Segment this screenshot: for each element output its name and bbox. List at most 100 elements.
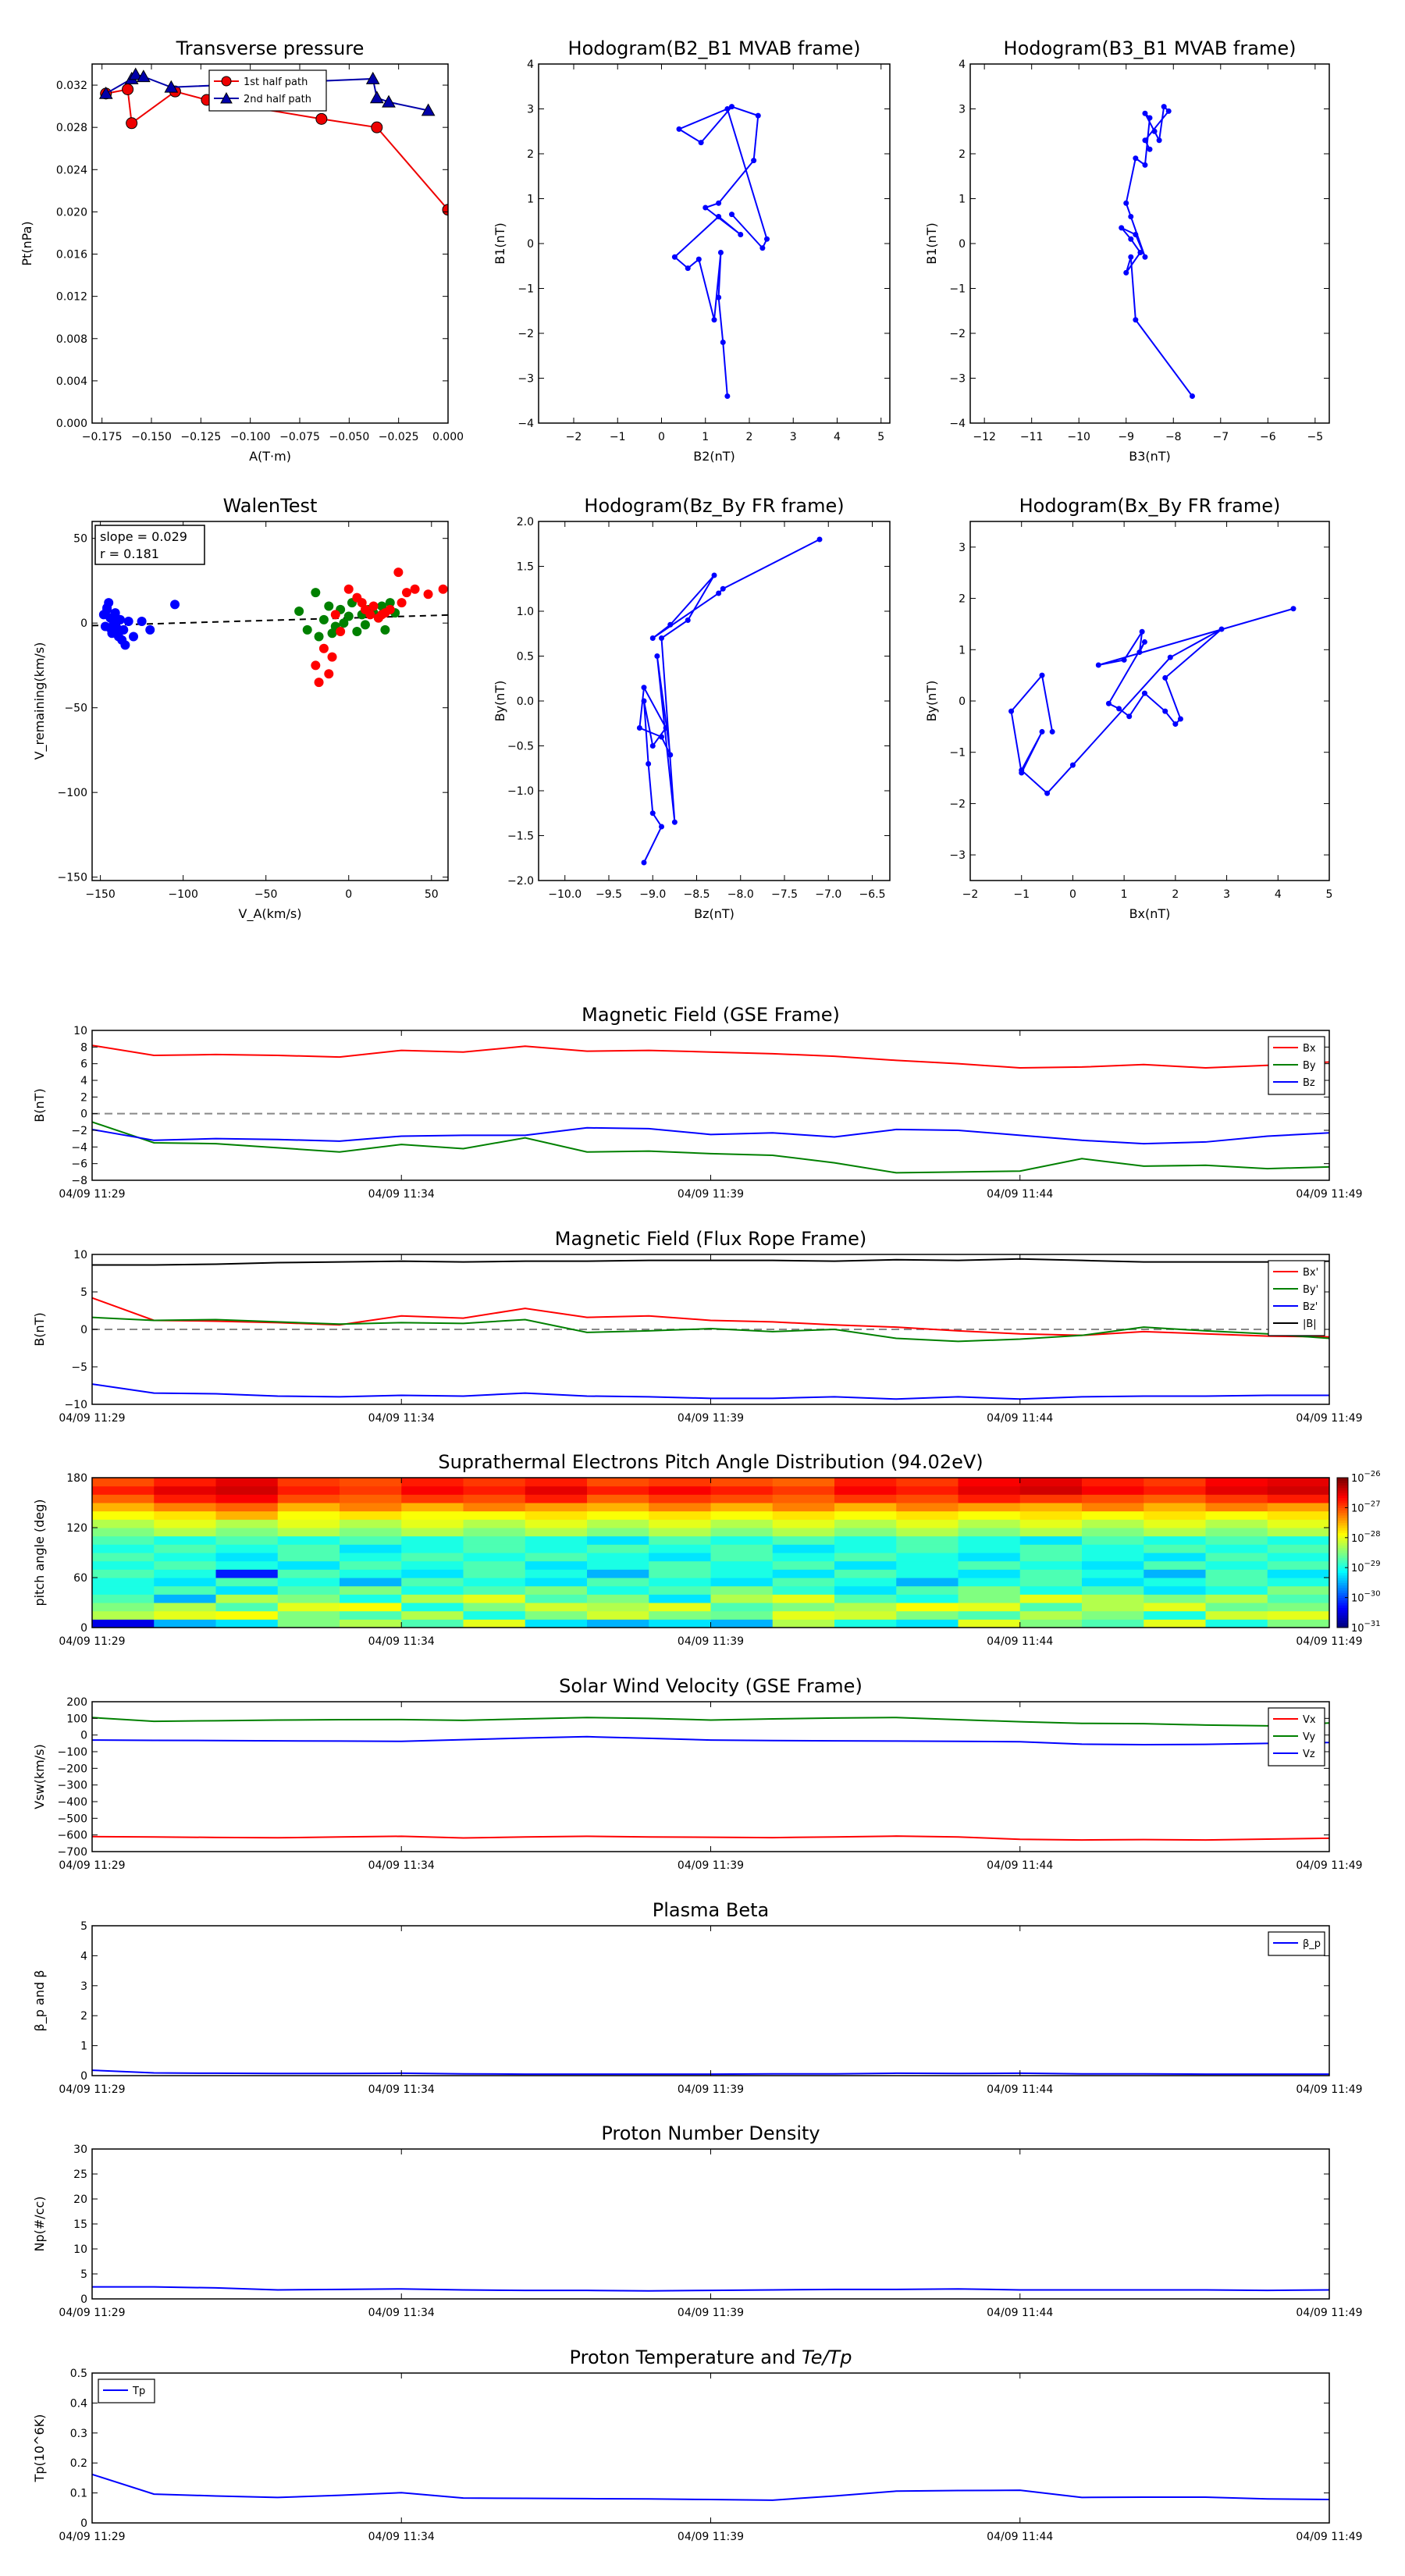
heatmap-cell [958, 1553, 1021, 1562]
y-tick-label: 0 [80, 2070, 87, 2083]
y-tick-label: −700 [58, 1846, 87, 1859]
data-point [1133, 317, 1139, 323]
heatmap-cell [772, 1594, 835, 1603]
scatter-point [120, 640, 130, 650]
heatmap-cell [401, 1494, 464, 1503]
heatmap-cell [525, 1528, 588, 1537]
y-tick-label: 0 [80, 2293, 87, 2306]
data-point [702, 205, 709, 211]
y-tick-label: 0.020 [56, 206, 87, 219]
heatmap-cell [587, 1560, 649, 1570]
heatmap-cell [92, 1528, 155, 1537]
heatmap-cell [587, 1519, 649, 1528]
heatmap-cell [154, 1528, 216, 1537]
heatmap-cell [215, 1544, 279, 1553]
heatmap-cell [463, 1478, 526, 1487]
x-tick-label: 04/09 11:44 [987, 2307, 1053, 2319]
heatmap-cell [154, 1610, 216, 1620]
data-point [1161, 104, 1167, 110]
heatmap-cell [340, 1478, 402, 1487]
data-point [654, 653, 660, 659]
heatmap-cell [958, 1610, 1021, 1620]
heatmap-cell [1144, 1585, 1206, 1595]
data-point [1177, 716, 1183, 722]
heatmap-cell [154, 1553, 216, 1562]
heatmap-cell [92, 1519, 155, 1528]
colorbar-step [1337, 1582, 1348, 1586]
heatmap-cell [1019, 1619, 1083, 1628]
colorbar-step [1337, 1512, 1348, 1516]
x-tick-label: −0.050 [329, 431, 369, 443]
heatmap-cell [834, 1503, 897, 1512]
y-tick-label: −4 [949, 418, 966, 430]
heatmap-cell [587, 1535, 649, 1545]
colorbar-step [1337, 1560, 1348, 1564]
data-point [1105, 700, 1112, 706]
colorbar-step [1337, 1520, 1348, 1524]
data-point [1121, 656, 1127, 663]
x-tick-label: 04/09 11:44 [987, 1859, 1053, 1872]
data-point [1133, 232, 1139, 237]
y-tick-label: −50 [64, 703, 87, 715]
data-point [1141, 639, 1147, 645]
annotation-box: slope = 0.029 r = 0.181 [94, 525, 205, 565]
data-point [641, 859, 647, 866]
heatmap-cell [587, 1478, 649, 1487]
data-point [816, 536, 823, 543]
heatmap-cell [1144, 1578, 1206, 1587]
y-tick-label: 8 [80, 1041, 87, 1054]
heatmap-cell [401, 1610, 464, 1620]
x-tick-label: −10.0 [548, 888, 582, 901]
heatmap-cell [1205, 1619, 1268, 1628]
x-tick-label: 3 [790, 431, 797, 443]
heatmap-cell [834, 1494, 897, 1503]
legend-marker [221, 76, 232, 87]
heatmap-cell [834, 1594, 897, 1603]
data-point [676, 126, 682, 132]
heatmap-cell [649, 1585, 711, 1595]
data-point [659, 824, 664, 830]
y-tick-label: −2 [949, 798, 966, 810]
legend-label: |B| [1303, 1318, 1317, 1330]
x-tick-label: 50 [425, 888, 439, 901]
scatter-point [385, 598, 395, 608]
heatmap-cell [1019, 1560, 1083, 1570]
heatmap-cell [834, 1519, 897, 1528]
legend: Tp [98, 2379, 155, 2403]
x-tick-label: −0.025 [379, 431, 419, 443]
heatmap-cell [958, 1494, 1021, 1503]
y-axis-label: Pt(nPa) [20, 221, 34, 265]
heatmap-cell [92, 1494, 155, 1503]
x-tick-label: 04/09 11:49 [1296, 1859, 1362, 1872]
x-tick-label: 04/09 11:34 [368, 2307, 435, 2319]
y-axis-label: B(nT) [32, 1312, 47, 1346]
heatmap-cell [1144, 1519, 1206, 1528]
heatmap-cell [92, 1560, 155, 1570]
chart-title: Magnetic Field (GSE Frame) [582, 1004, 840, 1026]
heatmap-cell [463, 1610, 526, 1620]
chart-tp: 04/09 11:29 04/09 11:34 04/09 11:39 04/09 1… [32, 2347, 1363, 2543]
colorbar-step [1337, 1620, 1348, 1624]
y-tick-label: −1 [949, 747, 966, 760]
y-tick-label: 4 [527, 59, 534, 71]
chart-title: Plasma Beta [653, 1899, 769, 1921]
y-axis-label: β_p and β [32, 1970, 48, 2032]
y-axis-label: B(nT) [32, 1088, 47, 1122]
x-tick-label: 04/09 11:49 [1296, 2307, 1362, 2319]
heatmap-cell [896, 1535, 959, 1545]
heatmap-cell [1267, 1569, 1329, 1578]
chart-title: Transverse pressure [176, 37, 365, 59]
x-tick-label: 04/09 11:44 [987, 2531, 1053, 2543]
y-tick-label: −2.0 [507, 875, 534, 888]
heatmap-cell [92, 1619, 155, 1628]
heatmap-cell [277, 1503, 340, 1512]
heatmap-cell [277, 1535, 340, 1545]
heatmap-cell [277, 1519, 340, 1528]
heatmap-cell [525, 1585, 588, 1595]
heatmap-cell [896, 1553, 959, 1562]
heatmap-cell [1019, 1503, 1083, 1512]
heatmap-cell [1082, 1528, 1144, 1537]
plot-area [92, 2149, 1329, 2299]
x-tick-label: 04/09 11:49 [1296, 2083, 1362, 2096]
scatter-point [137, 617, 147, 627]
